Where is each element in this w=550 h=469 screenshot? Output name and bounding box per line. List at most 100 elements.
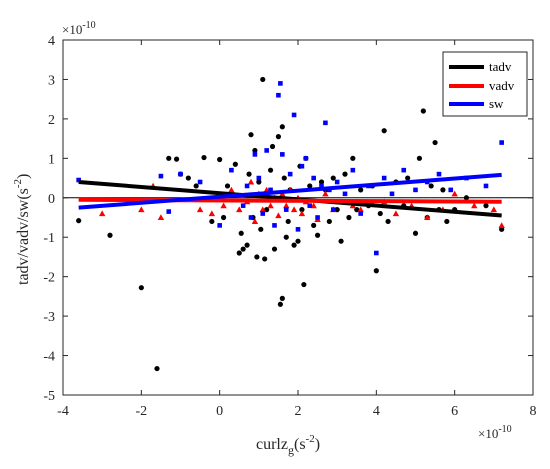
point-sw — [245, 184, 250, 189]
legend-label-sw: sw — [489, 96, 504, 111]
point-sw — [351, 168, 356, 173]
point-tadv — [246, 172, 251, 177]
point-sw — [278, 81, 283, 86]
point-tadv — [413, 231, 418, 236]
point-tadv — [139, 285, 144, 290]
point-sw — [260, 211, 265, 216]
point-tadv — [260, 77, 265, 82]
point-sw — [229, 168, 234, 173]
point-tadv — [166, 156, 171, 161]
y-tick-label: -1 — [43, 231, 55, 246]
point-tadv — [417, 156, 422, 161]
point-tadv — [186, 175, 191, 180]
point-vadv — [393, 210, 399, 216]
y-tick-label: 1 — [48, 152, 55, 167]
x-exponent: ×10-10 — [478, 424, 512, 441]
x-tick-label: -2 — [135, 404, 147, 419]
point-sw — [300, 164, 305, 169]
point-tadv — [276, 134, 281, 139]
y-tick-label: 2 — [48, 113, 55, 128]
point-sw — [315, 215, 320, 220]
x-tick-label: 2 — [295, 404, 302, 419]
point-vadv — [99, 210, 105, 216]
point-sw — [311, 176, 316, 181]
point-tadv — [221, 215, 226, 220]
point-sw — [331, 207, 336, 212]
point-tadv — [248, 132, 253, 137]
point-sw — [413, 188, 418, 193]
point-tadv — [378, 211, 383, 216]
point-tadv — [217, 157, 222, 162]
point-vadv — [138, 206, 144, 212]
point-sw — [304, 156, 309, 161]
point-tadv — [374, 268, 379, 273]
point-tadv — [282, 175, 287, 180]
point-tadv — [295, 239, 300, 244]
point-sw — [217, 223, 222, 228]
point-sw — [296, 227, 301, 232]
y-tick-label: -5 — [43, 389, 55, 404]
point-sw — [307, 203, 312, 208]
point-tadv — [201, 155, 206, 160]
point-sw — [401, 168, 406, 173]
point-sw — [241, 203, 246, 208]
point-sw — [159, 174, 164, 179]
point-tadv — [268, 168, 273, 173]
y-tick-label: -4 — [43, 350, 55, 365]
point-tadv — [270, 144, 275, 149]
point-tadv — [278, 302, 283, 307]
point-tadv — [239, 231, 244, 236]
point-tadv — [272, 246, 277, 251]
point-tadv — [241, 246, 246, 251]
point-vadv — [197, 206, 203, 212]
point-tadv — [327, 219, 332, 224]
point-tadv — [76, 218, 81, 223]
point-tadv — [346, 215, 351, 220]
point-sw — [323, 121, 328, 126]
point-tadv — [311, 223, 316, 228]
point-sw — [437, 172, 442, 177]
point-tadv — [284, 235, 289, 240]
point-tadv — [338, 239, 343, 244]
y-tick-label: 0 — [48, 192, 55, 207]
point-sw — [198, 180, 203, 185]
x-tick-label: 8 — [530, 404, 537, 419]
point-sw — [448, 188, 453, 193]
point-tadv — [358, 187, 363, 192]
point-tadv — [301, 282, 306, 287]
x-axis-label: curlzg(s-2) — [256, 433, 320, 457]
point-tadv — [291, 243, 296, 248]
point-sw — [280, 152, 285, 157]
point-sw — [284, 207, 289, 212]
point-sw — [335, 180, 340, 185]
point-sw — [276, 93, 281, 98]
legend: tadv vadv sw — [443, 52, 527, 116]
point-sw — [166, 209, 171, 214]
point-vadv — [498, 222, 504, 228]
point-sw — [257, 176, 262, 181]
legend-label-vadv: vadv — [489, 78, 515, 93]
point-tadv — [154, 366, 159, 371]
point-sw — [249, 215, 254, 220]
point-sw — [288, 172, 293, 177]
y-exponent: ×10-10 — [62, 20, 96, 37]
point-tadv — [385, 219, 390, 224]
point-vadv — [158, 214, 164, 220]
point-tadv — [286, 219, 291, 224]
point-sw — [272, 223, 277, 228]
point-vadv — [291, 206, 297, 212]
point-tadv — [350, 156, 355, 161]
plot-area — [63, 77, 533, 371]
y-axis-label: tadv/vadv/sw(s-2) — [12, 174, 32, 285]
point-sw — [264, 148, 269, 153]
point-vadv — [275, 212, 281, 218]
point-tadv — [483, 203, 488, 208]
point-tadv — [405, 175, 410, 180]
point-tadv — [107, 233, 112, 238]
x-tick-label: 0 — [216, 404, 223, 419]
y-tick-label: -3 — [43, 310, 55, 325]
legend-label-tadv: tadv — [489, 59, 512, 74]
point-tadv — [444, 219, 449, 224]
point-sw — [382, 176, 387, 181]
